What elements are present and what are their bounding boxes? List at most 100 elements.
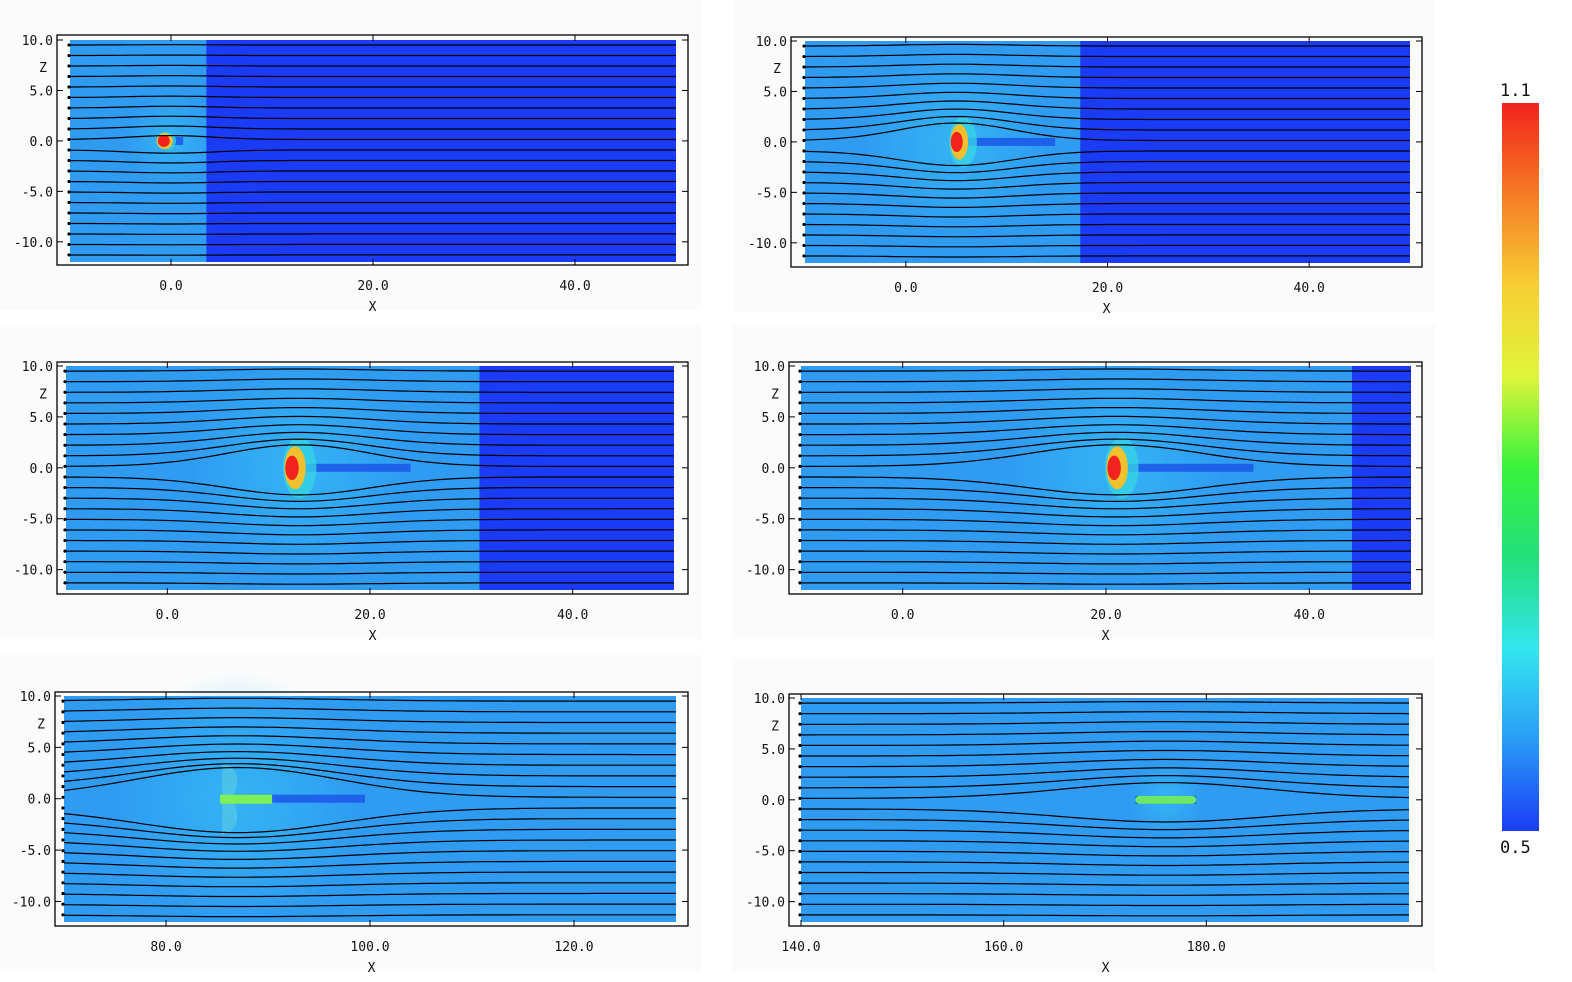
streamline [801, 431, 1411, 446]
plot-panel-4: 0.0 20.0 40.0 10.0 5.0 0.0 -5.0 -10.0 X Z [732, 325, 1435, 644]
streamline [804, 160, 1410, 174]
streamline-seed [798, 433, 802, 437]
y-tick-label: 10.0 [22, 360, 53, 375]
streamline [804, 82, 1410, 89]
streamline-seed [63, 517, 67, 521]
streamline-seed [798, 839, 802, 843]
streamline [801, 415, 1411, 425]
streamline [801, 508, 1411, 518]
streamline-seed [798, 443, 802, 447]
streamline [801, 730, 1410, 736]
x-tick-label: 140.0 [781, 940, 820, 955]
streamline-seed [802, 44, 806, 48]
y-tick-label: -5.0 [754, 845, 785, 860]
streamline [63, 807, 676, 834]
x-tick-label: 100.0 [350, 940, 389, 955]
x-tick-label: 40.0 [1294, 608, 1325, 623]
streamline [66, 497, 674, 510]
streamline [63, 903, 676, 908]
streamline [801, 711, 1410, 715]
streamline-seed [67, 232, 71, 236]
streamline [69, 134, 676, 141]
x-tick-label: 20.0 [1092, 281, 1123, 296]
y-tick-label: 5.0 [30, 84, 53, 99]
streamline-seed [67, 242, 71, 247]
y-tick-label: 10.0 [22, 34, 53, 49]
streamline-seed [798, 496, 802, 500]
y-tick-label: 5.0 [764, 85, 787, 100]
streamline-seed [63, 560, 67, 564]
streamline-seed [61, 720, 65, 725]
streamline-seed [67, 64, 71, 68]
streamline-seed [61, 699, 65, 703]
streamline-seed [61, 742, 65, 746]
streamline-seed [67, 106, 71, 110]
x-axis-label: X [1102, 961, 1110, 976]
streamline [63, 717, 676, 724]
streamline [804, 171, 1410, 182]
streamline [63, 914, 676, 918]
streamline-seed [802, 201, 806, 206]
streamline-seed [63, 380, 67, 384]
streamline-seed [61, 849, 65, 853]
axes-frame [790, 36, 1423, 268]
streamline [65, 487, 674, 503]
y-tick-label: -5.0 [754, 513, 785, 528]
streamline-seed [63, 454, 67, 458]
streamline [69, 85, 676, 88]
streamline [801, 861, 1410, 867]
y-tick-label: 0.0 [762, 462, 785, 477]
streamline-seed [802, 191, 806, 195]
y-tick-label: -10.0 [748, 237, 787, 252]
streamline [805, 244, 1410, 248]
streamline [63, 850, 676, 861]
streamline-seed [798, 754, 802, 758]
streamline [66, 476, 674, 496]
y-tick-label: 10.0 [754, 360, 785, 375]
streamline [63, 818, 676, 839]
streamline-seed [798, 701, 802, 705]
streamline-seed [67, 190, 71, 194]
streamline-seed [798, 411, 802, 416]
streamline [66, 397, 674, 404]
streamline [805, 255, 1410, 258]
streamline-seed [798, 828, 802, 832]
streamline [801, 758, 1410, 768]
streamline-seed [798, 581, 802, 585]
streamline-seed [63, 538, 67, 543]
streamline [801, 721, 1409, 725]
y-tick-label: -10.0 [746, 564, 785, 579]
unshocked-region [206, 40, 676, 262]
streamline [801, 782, 1410, 800]
streamline [801, 829, 1410, 839]
y-axis-label: Z [39, 61, 47, 76]
streamline-seed [63, 507, 67, 511]
streamline [66, 378, 674, 383]
streamline-seed [61, 891, 65, 896]
x-tick-label: 40.0 [559, 279, 590, 294]
x-tick-label: 20.0 [357, 279, 388, 294]
streamline [801, 407, 1411, 414]
streamline [804, 223, 1410, 228]
streamline [804, 100, 1410, 110]
streamline [801, 529, 1411, 536]
streamline [63, 735, 676, 745]
streamline [801, 561, 1411, 565]
streamline [63, 839, 676, 852]
streamline-seed [67, 116, 71, 121]
streamline [66, 431, 674, 446]
x-tick-label: 40.0 [1294, 281, 1325, 296]
x-tick-label: 0.0 [891, 608, 914, 623]
cloud-tail [1111, 463, 1254, 472]
streamline-seed [63, 475, 67, 479]
streamline-seed [802, 54, 806, 59]
streamline-seed [802, 243, 806, 248]
streamline [69, 149, 676, 154]
streamline-seed [802, 180, 806, 185]
y-tick-label: 0.0 [30, 462, 53, 477]
streamline-seed [67, 95, 71, 100]
cloud-core-peak [285, 455, 299, 481]
streamline-seed [798, 722, 802, 726]
streamline-seed [67, 169, 71, 173]
cloud-core [1135, 795, 1197, 804]
